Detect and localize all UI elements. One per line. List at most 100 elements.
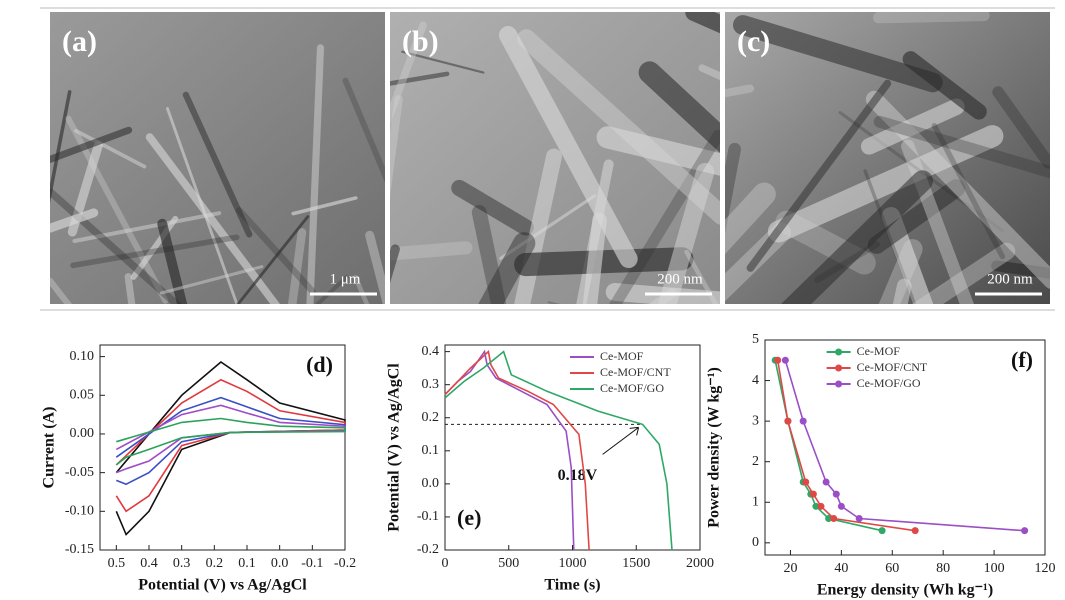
fiber [992,86,1050,169]
fiber [860,98,965,155]
fiber [638,61,720,153]
y-tick-label: 0.05 [70,388,95,403]
fiber [658,162,715,304]
x-tick-label: 80 [936,561,950,576]
fiber [236,207,316,295]
x-tick-label: 0.4 [140,556,158,571]
fiber [50,126,133,164]
image-row: (a) 1 μm (b) 200 nm (c) 200 nm [50,12,1050,304]
fiber [390,21,427,126]
fiber [517,29,720,225]
y-tick-label: 1 [752,494,759,509]
fiber [698,64,720,81]
panel-label: (a) [62,25,97,58]
fiber [931,122,1006,260]
x-tick-label: 1000 [559,556,587,571]
point [832,490,840,498]
fiber [145,133,281,304]
point [781,356,789,364]
point [784,417,792,425]
y-tick-label: 0.3 [422,377,440,392]
fiber [746,79,892,272]
y-tick-label: 0.4 [422,344,440,359]
fiber [124,273,136,304]
fiber [732,15,943,93]
y-tick-label: -0.15 [65,542,94,557]
chart-row: 0.5 0.4 0.3 0.2 0.1 0.0 -0.1 -0.20.100.050.00-0… [41,332,1056,598]
series-line [444,350,673,551]
fiber [725,182,776,255]
y-tick-label: 2 [752,454,759,469]
fiber [685,12,720,34]
x-tick-label: -0.1 [301,556,323,571]
fiber [767,125,1004,243]
fiber [353,274,370,304]
tem-image: (b) 200 nm [390,12,720,304]
fiber [166,107,239,304]
fiber [725,142,741,235]
y-tick-label: 0.00 [70,426,95,441]
legend-marker [835,380,843,388]
x-tick-label: 0.2 [206,556,224,571]
fiber [50,90,72,204]
x-axis-label: Time (s) [544,577,600,594]
scale-label: 200 nm [987,271,1033,287]
y-tick-label: -0.1 [417,509,439,524]
tem-image: (c) 200 nm [725,12,1050,304]
panel-label: (d) [306,352,333,377]
y-tick-label: -0.05 [65,465,94,480]
x-tick-label: 20 [783,561,797,576]
x-tick-label: 0.0 [271,556,289,571]
fiber [365,230,385,304]
point [830,514,838,522]
fiber [182,91,253,238]
legend-label: Ce-MOF/GO [600,381,664,395]
fiber [863,169,917,304]
y-tick-label: 4 [752,373,759,388]
fiber [159,265,264,295]
fiber [991,260,1050,279]
chart: 0 500 1000 1500 2000 -0.2 -0.1 0.0 0.1 0.2 0.3 0.4 T… [386,344,714,594]
fiber [342,77,385,183]
fiber [582,212,607,304]
series-line [444,350,590,551]
image-bg [50,12,385,304]
y-tick-label: 5 [752,332,759,347]
chart: 20 40 60 80 100 120 0 1 2 3 4 5 Energy density (Wh k… [706,332,1056,598]
fiber [596,126,720,176]
fiber [781,170,934,304]
fiber [873,12,990,24]
x-tick-label: 0 [442,556,449,571]
fiber [74,128,147,169]
fiber [50,277,73,304]
fiber [867,179,966,254]
panel-label: (c) [737,25,770,58]
y-axis-label: Current (A) [41,407,58,489]
fiber [609,129,720,304]
x-tick-label: 0.3 [173,556,191,571]
y-tick-label: 3 [752,413,759,428]
fiber [912,242,1016,304]
fiber [50,208,99,233]
point [822,478,830,486]
fiber [451,179,534,236]
y-tick-label: -0.2 [417,542,439,557]
x-tick-label: 0.1 [238,556,256,571]
fiber [514,247,694,277]
fiber [471,205,507,304]
panel-label: (f) [1011,347,1033,372]
fiber [684,249,719,304]
x-axis-label: Potential (V) vs Ag/AgCl [138,577,307,594]
fiber [236,215,310,304]
arrow [602,426,640,455]
x-tick-label: 40 [834,561,848,576]
panel-label: (e) [457,505,481,530]
point [812,502,820,510]
x-tick-label: 0.5 [108,556,126,571]
point [911,527,919,535]
legend-marker [835,364,843,372]
fiber [498,26,638,269]
point [817,502,825,510]
fiber [390,71,450,86]
series-line [115,404,346,474]
